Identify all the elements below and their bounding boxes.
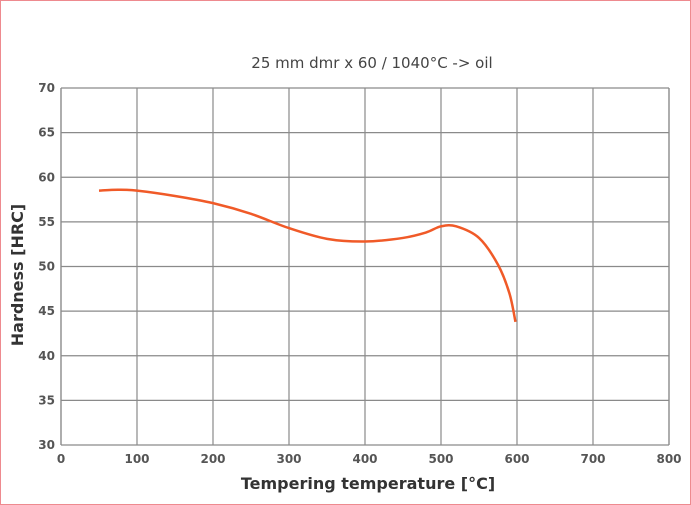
x-tick-label: 400: [352, 452, 377, 466]
y-tick-label: 45: [38, 304, 55, 318]
y-tick-label: 55: [38, 215, 55, 229]
grid: [60, 87, 670, 446]
x-tick-label: 100: [124, 452, 149, 466]
y-tick-label: 50: [38, 260, 55, 274]
series-line-hardness: [98, 188, 517, 323]
x-tick-label: 800: [656, 452, 681, 466]
y-tick-label: 65: [38, 126, 55, 140]
x-tick-label: 200: [200, 452, 225, 466]
x-axis-label: Tempering temperature [°C]: [241, 474, 495, 493]
y-axis-label: Hardness [HRC]: [8, 204, 27, 346]
x-tick-label: 700: [580, 452, 605, 466]
y-tick-label: 35: [38, 393, 55, 407]
x-tick-label: 0: [57, 452, 65, 466]
x-tick-label: 300: [276, 452, 301, 466]
x-tick-label: 500: [428, 452, 453, 466]
y-tick-label: 70: [38, 81, 55, 95]
y-tick-label: 30: [38, 438, 55, 452]
tick-labels: 0 100 200 300 400 500 600 700 800 30 35 40 45 50 55 60 6…: [38, 81, 681, 466]
y-tick-label: 60: [38, 170, 55, 184]
y-tick-label: 40: [38, 349, 55, 363]
x-tick-label: 600: [504, 452, 529, 466]
chart-title: 25 mm dmr x 60 / 1040°C -> oil: [251, 54, 492, 72]
